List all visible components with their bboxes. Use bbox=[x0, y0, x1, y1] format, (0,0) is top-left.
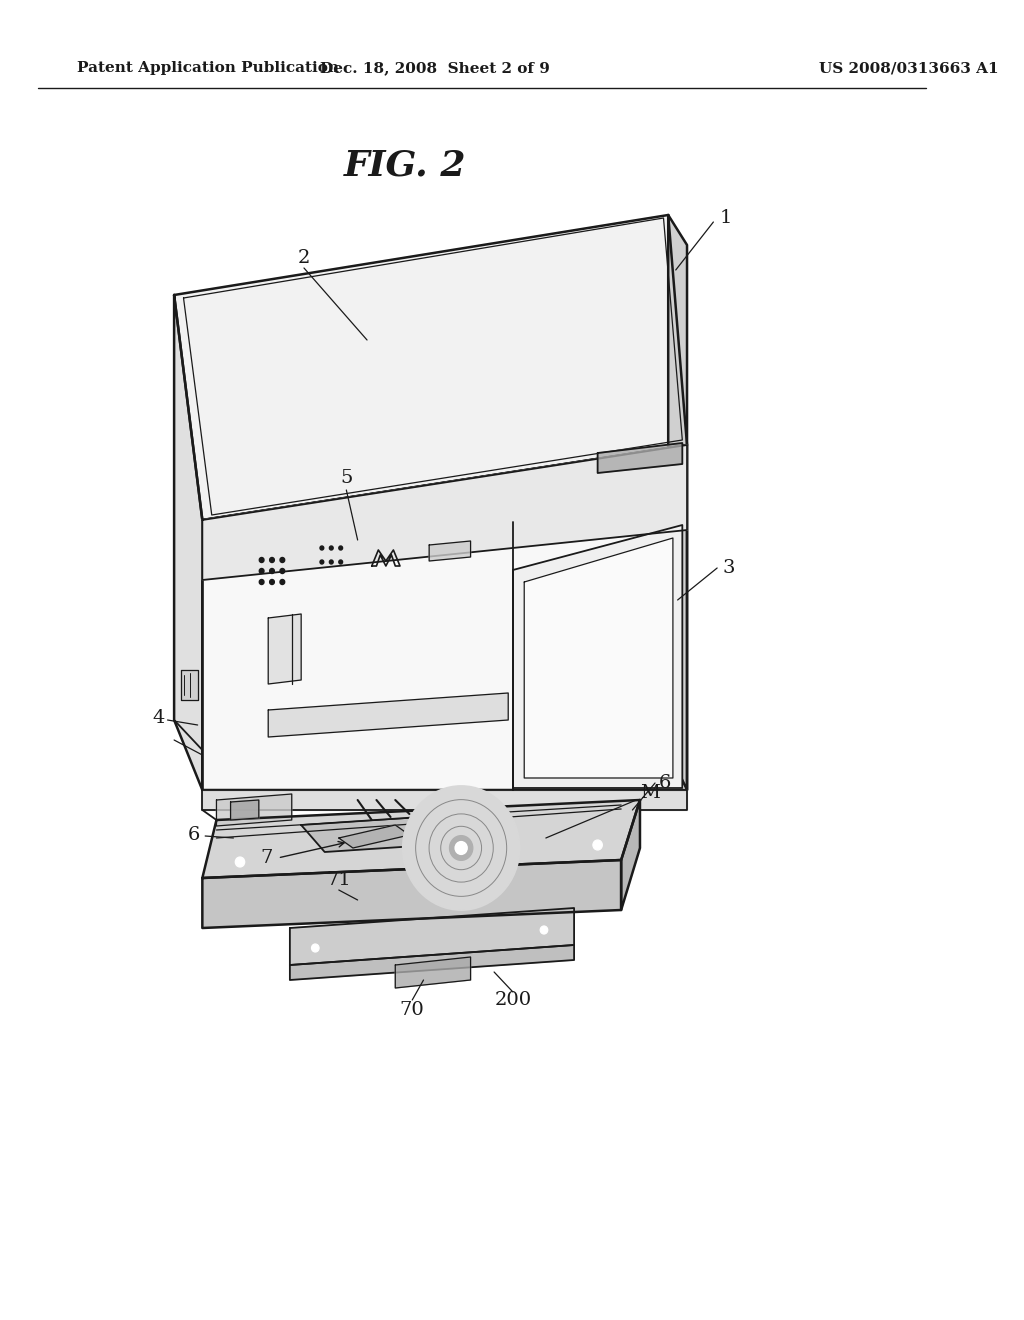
Text: FIG. 2: FIG. 2 bbox=[343, 148, 466, 182]
Polygon shape bbox=[301, 813, 508, 851]
Circle shape bbox=[330, 560, 333, 564]
Circle shape bbox=[319, 546, 324, 550]
Polygon shape bbox=[203, 800, 640, 878]
Text: Patent Application Publication: Patent Application Publication bbox=[77, 61, 339, 75]
Polygon shape bbox=[203, 789, 687, 810]
Text: 71: 71 bbox=[327, 871, 351, 888]
Polygon shape bbox=[395, 957, 471, 987]
Circle shape bbox=[259, 569, 264, 573]
Polygon shape bbox=[216, 795, 292, 826]
Text: 6: 6 bbox=[188, 826, 201, 843]
Polygon shape bbox=[669, 215, 687, 789]
Circle shape bbox=[319, 560, 324, 564]
Circle shape bbox=[280, 579, 285, 585]
Circle shape bbox=[259, 557, 264, 562]
Polygon shape bbox=[339, 825, 410, 847]
Text: 200: 200 bbox=[495, 991, 531, 1008]
Circle shape bbox=[330, 546, 333, 550]
Circle shape bbox=[339, 546, 343, 550]
Circle shape bbox=[456, 842, 467, 854]
Polygon shape bbox=[290, 945, 574, 979]
Text: 7: 7 bbox=[260, 849, 273, 867]
Polygon shape bbox=[290, 908, 574, 965]
Circle shape bbox=[269, 557, 274, 562]
Polygon shape bbox=[203, 861, 622, 928]
Circle shape bbox=[402, 785, 519, 909]
Polygon shape bbox=[429, 541, 471, 561]
Text: US 2008/0313663 A1: US 2008/0313663 A1 bbox=[819, 61, 998, 75]
Polygon shape bbox=[268, 693, 508, 737]
Circle shape bbox=[280, 569, 285, 573]
Text: 6: 6 bbox=[658, 774, 671, 792]
Circle shape bbox=[311, 944, 319, 952]
Circle shape bbox=[541, 927, 548, 935]
Text: 2: 2 bbox=[298, 249, 310, 267]
Polygon shape bbox=[513, 525, 682, 788]
Polygon shape bbox=[230, 800, 259, 820]
Polygon shape bbox=[174, 215, 687, 520]
Text: M: M bbox=[640, 784, 659, 803]
Circle shape bbox=[236, 857, 245, 867]
Circle shape bbox=[269, 569, 274, 573]
Text: Dec. 18, 2008  Sheet 2 of 9: Dec. 18, 2008 Sheet 2 of 9 bbox=[319, 61, 550, 75]
Circle shape bbox=[269, 579, 274, 585]
Polygon shape bbox=[180, 671, 198, 700]
Circle shape bbox=[259, 579, 264, 585]
Text: 5: 5 bbox=[340, 469, 352, 487]
Polygon shape bbox=[174, 294, 203, 789]
Polygon shape bbox=[203, 445, 687, 579]
Polygon shape bbox=[203, 445, 687, 789]
Circle shape bbox=[280, 557, 285, 562]
Text: 3: 3 bbox=[723, 558, 735, 577]
Text: 70: 70 bbox=[399, 1001, 425, 1019]
Polygon shape bbox=[622, 800, 640, 909]
Polygon shape bbox=[268, 614, 301, 684]
Circle shape bbox=[593, 840, 602, 850]
Text: 1: 1 bbox=[720, 209, 732, 227]
Circle shape bbox=[450, 836, 473, 861]
Text: 4: 4 bbox=[153, 709, 165, 727]
Polygon shape bbox=[598, 444, 682, 473]
Circle shape bbox=[339, 560, 343, 564]
Polygon shape bbox=[524, 539, 673, 777]
